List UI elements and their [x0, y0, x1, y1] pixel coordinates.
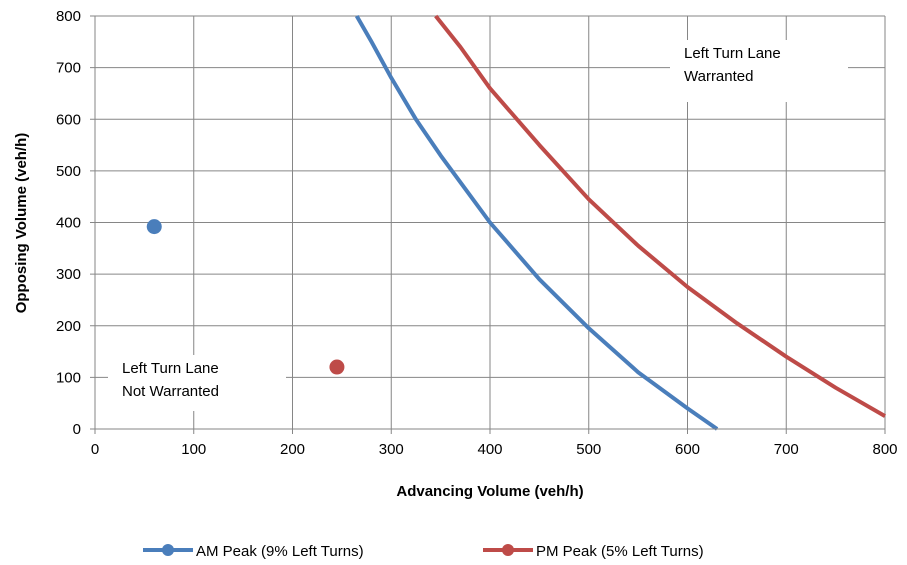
y-tick-label: 500: [56, 163, 81, 180]
y-tick-label: 700: [56, 60, 81, 77]
y-tick-label: 100: [56, 369, 81, 386]
x-tick-label: 700: [774, 441, 799, 458]
legend-pm-marker: [502, 544, 514, 556]
series-line-pm: [434, 14, 886, 418]
y-tick-label: 600: [56, 111, 81, 128]
legend-item-pm: PM Peak (5% Left Turns): [483, 543, 704, 560]
x-tick-label: 0: [91, 441, 99, 458]
annotations: Left Turn Lane Warranted Left Turn Lane …: [108, 40, 848, 411]
y-tick-label: 200: [56, 318, 81, 335]
legend-am-marker: [162, 544, 174, 556]
x-tick-label: 200: [280, 441, 305, 458]
legend-am-label: AM Peak (9% Left Turns): [196, 543, 364, 560]
x-tick-label: 300: [379, 441, 404, 458]
y-tick-label: 300: [56, 266, 81, 283]
annotation-not-warranted-line1: Left Turn Lane: [122, 360, 219, 377]
series-point-am: [146, 219, 162, 235]
y-tick-label: 400: [56, 215, 81, 232]
x-tick-label: 100: [181, 441, 206, 458]
x-axis-title: Advancing Volume (veh/h): [396, 483, 583, 500]
y-tick-label: 800: [56, 8, 81, 25]
annotation-warranted-line1: Left Turn Lane: [684, 45, 781, 62]
axes: 0 100 200 300 400 500 600 700 800 0 100 200 300 400 50…: [56, 8, 898, 458]
legend: AM Peak (9% Left Turns) PM Peak (5% Left…: [143, 543, 704, 560]
x-tick-label: 600: [675, 441, 700, 458]
legend-pm-label: PM Peak (5% Left Turns): [536, 543, 704, 560]
annotation-not-warranted-line2: Not Warranted: [122, 383, 219, 400]
x-tick-label: 800: [872, 441, 897, 458]
x-tick-label: 500: [576, 441, 601, 458]
annotation-not-warranted-bg: [108, 355, 286, 411]
series-line-am: [354, 15, 719, 431]
x-tick-label: 400: [477, 441, 502, 458]
series-point-pm: [329, 359, 345, 375]
y-tick-label: 0: [73, 421, 81, 438]
annotation-warranted-line2: Warranted: [684, 68, 753, 85]
legend-item-am: AM Peak (9% Left Turns): [143, 543, 364, 560]
series: [146, 14, 886, 431]
y-axis-title: Opposing Volume (veh/h): [13, 133, 30, 314]
annotation-warranted-bg: [670, 40, 848, 102]
